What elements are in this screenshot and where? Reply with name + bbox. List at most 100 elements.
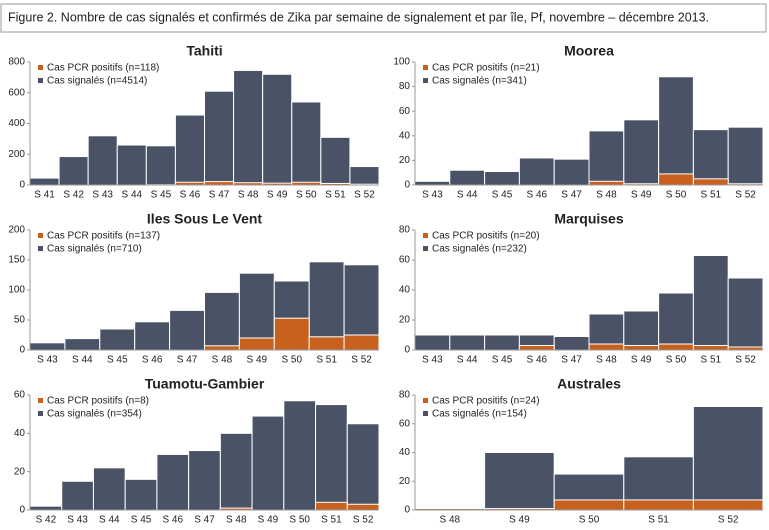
x-tick-label: S 49 [631, 355, 652, 366]
x-tick-label: S 52 [351, 355, 372, 366]
bar [692, 178, 729, 186]
legend-swatch [423, 78, 428, 83]
x-tick-label: S 47 [561, 190, 582, 201]
bar [283, 400, 317, 511]
x-tick-label: S 48 [596, 190, 617, 201]
bar [343, 334, 380, 351]
bar [346, 423, 380, 511]
legend-label: Cas signalés (n=710) [47, 244, 142, 255]
bar [204, 345, 240, 351]
bar [727, 277, 764, 351]
bar [349, 166, 380, 186]
x-tick-label: S 47 [209, 190, 230, 201]
y-tick-label: 0 [404, 505, 410, 516]
bar [414, 180, 451, 186]
y-tick-label: 20 [399, 155, 411, 166]
legend-swatch [38, 233, 43, 238]
bar [29, 342, 66, 351]
y-tick-label: 600 [8, 87, 25, 98]
x-tick-label: S 51 [701, 190, 722, 201]
x-tick-label: S 52 [735, 355, 756, 366]
x-tick-label: S 50 [579, 515, 600, 526]
bar [692, 345, 729, 351]
legend-swatch [423, 65, 428, 70]
y-tick-label: 0 [404, 180, 410, 191]
bar [692, 129, 729, 186]
x-tick-label: S 49 [509, 515, 530, 526]
y-tick-label: 0 [404, 345, 410, 356]
bar [64, 338, 101, 351]
x-tick-label: S 48 [440, 515, 461, 526]
bar [61, 480, 94, 511]
panel-title: Marquises [554, 211, 623, 227]
bar [273, 317, 310, 351]
x-tick-label: S 42 [63, 190, 84, 201]
bar [518, 157, 555, 186]
bar [145, 145, 176, 186]
bar [484, 452, 555, 511]
bar [156, 453, 190, 511]
legend-label: Cas signalés (n=341) [432, 76, 527, 87]
y-tick-label: 0 [19, 505, 25, 516]
y-tick-label: 40 [399, 447, 411, 458]
panel-title: Tuamotu-Gambier [145, 376, 265, 392]
bar [346, 503, 380, 511]
panel-title: Moorea [564, 43, 614, 59]
figure-title: Figure 2. Nombre de cas signalés et conf… [8, 10, 709, 24]
bar [658, 343, 694, 351]
panel-title: Iles Sous Le Vent [147, 211, 262, 227]
bar [134, 321, 171, 351]
x-tick-label: S 52 [718, 515, 739, 526]
bar [518, 345, 555, 351]
bar [658, 76, 694, 186]
x-tick-label: S 45 [151, 190, 172, 201]
x-tick-label: S 46 [527, 355, 548, 366]
bar [204, 181, 235, 186]
bar [29, 177, 60, 186]
y-tick-label: 400 [8, 118, 25, 129]
legend-swatch [423, 398, 428, 403]
legend-label: Cas PCR positifs (n=20) [432, 231, 540, 242]
x-tick-label: S 49 [247, 355, 268, 366]
x-tick-label: S 52 [354, 190, 375, 201]
bar [58, 156, 89, 186]
x-tick-label: S 43 [67, 515, 88, 526]
x-tick-label: S 46 [527, 190, 548, 201]
x-tick-label: S 49 [631, 190, 652, 201]
legend-swatch [423, 411, 428, 416]
y-tick-label: 200 [8, 149, 25, 160]
y-tick-label: 80 [399, 390, 411, 401]
x-tick-label: S 50 [666, 355, 687, 366]
bar [658, 292, 694, 351]
panel-title: Australes [557, 376, 621, 392]
y-tick-label: 40 [14, 428, 26, 439]
x-tick-label: S 45 [492, 355, 513, 366]
y-tick-label: 80 [399, 225, 411, 236]
x-tick-label: S 46 [142, 355, 163, 366]
y-tick-label: 50 [14, 315, 26, 326]
bar [692, 406, 764, 511]
legend-swatch [38, 398, 43, 403]
panel-title: Tahiti [186, 43, 222, 59]
x-tick-label: S 44 [457, 355, 478, 366]
bar [553, 336, 590, 351]
legend-label: Cas signalés (n=232) [432, 244, 527, 255]
x-tick-label: S 50 [666, 190, 687, 201]
bar [553, 158, 590, 186]
bar [92, 467, 126, 511]
bar [484, 334, 520, 351]
x-tick-label: S 43 [92, 190, 113, 201]
bar [204, 291, 240, 351]
bar [484, 170, 520, 186]
y-tick-label: 60 [399, 106, 411, 117]
bar [238, 337, 275, 351]
x-tick-label: S 49 [267, 190, 288, 201]
y-tick-label: 150 [8, 255, 25, 266]
legend-label: Cas PCR positifs (n=24) [432, 396, 540, 407]
legend-label: Cas PCR positifs (n=21) [432, 63, 540, 74]
legend-swatch [423, 233, 428, 238]
x-tick-label: S 43 [37, 355, 58, 366]
x-tick-label: S 42 [36, 515, 57, 526]
